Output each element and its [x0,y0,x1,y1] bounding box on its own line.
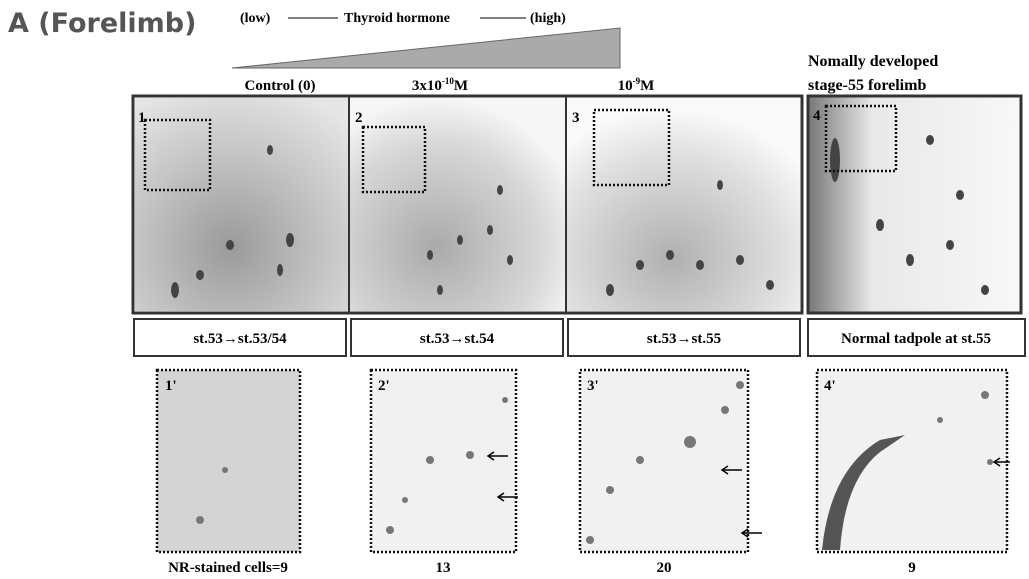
panel-number: 1 [138,110,146,126]
header-unit: M [640,78,654,94]
column-header: 10-9M [618,76,655,94]
stage-label: st.53→st.55 [647,331,721,347]
gradient-high: (high) [530,11,566,26]
image [567,98,800,311]
inset-number: 2' [378,378,390,394]
inset-image [157,370,300,552]
column-header: stage-55 forelimb [808,77,926,94]
header-base: 3x10 [412,78,442,94]
column-header: Control (0) [245,78,316,94]
image [350,98,565,311]
panel-frame [131,94,804,315]
header-unit: M [454,78,468,94]
inset-image [817,370,1007,552]
inset-marks [143,104,898,194]
cell-count: 13 [436,560,451,576]
image-panels: 1 2 3 4 [131,94,1023,315]
inset-cells [196,381,993,544]
inset-image [580,370,748,552]
panel-number: 2 [355,110,363,126]
column-header: Nomally developed [808,53,938,70]
cell-count: NR-stained cells=9 [168,560,288,576]
inset-image [371,370,516,552]
panel-number: 4 [813,108,821,124]
stage-label: Normal tadpole at st.55 [841,331,991,347]
inset-frames [155,368,1009,554]
stage-label: st.53→st.54 [420,331,495,347]
cell-count: 20 [657,560,672,576]
header-exp: -9 [633,76,641,86]
arrows [486,451,1010,538]
stage-label: st.53→st.53/54 [193,331,287,347]
inset-number: 3' [587,378,599,394]
gradient-label: Thyroid hormone [344,11,450,26]
image [135,98,348,311]
header-exp: -10 [442,76,454,86]
header-base: 10 [618,78,633,94]
panel-number: 3 [572,110,580,126]
cell-count: 9 [908,560,916,576]
inset-number: 4' [824,378,836,394]
panel-title: A (Forelimb) [8,8,196,39]
column-header: 3x10-10M [412,76,468,94]
inset-number: 1' [165,378,177,394]
insets: 1' 2' 3' 4' [155,368,1010,554]
gradient-wedge [231,27,621,69]
stage-boxes [133,318,1026,357]
tissue [822,435,905,550]
gradient-low: (low) [240,11,271,26]
image [806,94,1023,315]
